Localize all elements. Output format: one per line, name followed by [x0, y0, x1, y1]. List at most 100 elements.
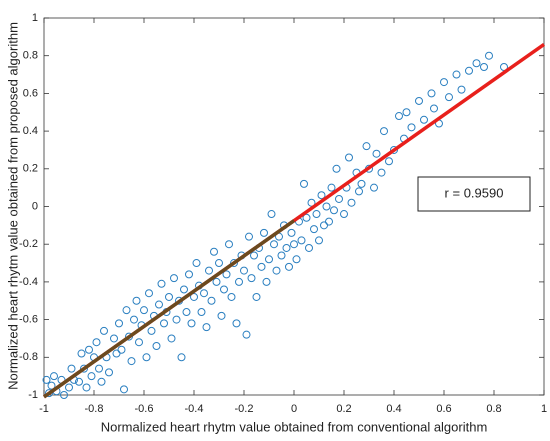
point — [385, 157, 393, 166]
y-tick-label: 0.2 — [23, 163, 38, 175]
point — [362, 142, 371, 151]
y-tick-label: 0.4 — [23, 125, 38, 137]
point — [82, 383, 91, 392]
point — [140, 306, 148, 315]
point — [257, 262, 266, 271]
point — [282, 243, 291, 252]
x-tick-label: 0.4 — [386, 403, 401, 415]
point — [120, 385, 128, 394]
point — [312, 210, 321, 219]
x-tick-label: -1 — [39, 403, 49, 415]
point — [50, 372, 58, 381]
x-tick-label: 0.8 — [486, 403, 501, 415]
point — [252, 292, 261, 301]
point — [112, 349, 121, 358]
point — [132, 296, 141, 305]
point — [235, 277, 243, 286]
point — [67, 364, 76, 373]
point — [345, 153, 353, 162]
x-tick-label: 0.2 — [336, 403, 351, 415]
point — [165, 292, 173, 301]
point — [332, 164, 341, 173]
fit-line — [42, 219, 296, 399]
x-tick-label: -0.6 — [135, 403, 154, 415]
x-tick-label: 0.6 — [436, 403, 451, 415]
point — [222, 270, 231, 279]
point — [262, 277, 271, 286]
point — [315, 236, 323, 245]
point — [320, 221, 328, 230]
point — [305, 243, 313, 252]
x-tick-label: 0 — [291, 403, 297, 415]
point — [45, 389, 53, 398]
y-tick-label: 0.6 — [23, 87, 38, 99]
point — [145, 289, 153, 298]
point — [480, 63, 488, 72]
point — [317, 191, 326, 200]
x-axis-title: Normalized heart rhytm value obtained fr… — [101, 419, 488, 434]
point — [300, 179, 308, 188]
x-tick-label: -0.8 — [85, 403, 104, 415]
point — [270, 240, 278, 249]
point — [187, 319, 196, 328]
point — [142, 353, 151, 362]
point — [212, 277, 221, 286]
point — [230, 259, 238, 268]
point — [95, 364, 103, 373]
point — [217, 311, 226, 320]
point — [167, 334, 176, 343]
point — [395, 112, 403, 121]
point — [247, 274, 256, 283]
point — [47, 381, 56, 390]
point — [427, 89, 436, 98]
point — [465, 66, 473, 75]
point — [420, 115, 428, 124]
point — [225, 240, 233, 249]
point — [80, 364, 88, 373]
point — [127, 357, 136, 366]
point — [192, 259, 201, 268]
point — [200, 289, 208, 298]
point — [245, 232, 253, 241]
point — [205, 266, 213, 275]
point — [390, 145, 398, 154]
y-tick-label: -0.6 — [19, 314, 38, 326]
point — [85, 345, 93, 354]
y-tick-label: 0 — [32, 200, 38, 212]
x-tick-label: -0.2 — [235, 403, 254, 415]
point — [325, 217, 333, 226]
point — [267, 210, 276, 219]
point — [170, 274, 178, 283]
x-tick-label: 1 — [541, 403, 547, 415]
point — [180, 285, 188, 294]
x-tick-label: -0.4 — [185, 403, 204, 415]
point — [147, 326, 156, 335]
point — [115, 319, 123, 328]
point — [372, 149, 381, 158]
point — [97, 377, 106, 386]
point — [202, 323, 211, 332]
point — [232, 319, 241, 328]
point — [285, 262, 293, 271]
point — [440, 78, 448, 87]
point — [347, 198, 356, 207]
point — [152, 341, 161, 350]
point — [357, 179, 366, 188]
y-tick-label: -0.4 — [19, 276, 38, 288]
point — [155, 300, 163, 309]
point — [340, 210, 348, 219]
point — [92, 338, 101, 347]
point — [430, 104, 438, 113]
point — [260, 228, 268, 237]
point — [297, 236, 306, 245]
point — [75, 377, 83, 386]
point — [207, 296, 216, 305]
point — [240, 266, 248, 275]
annotation-box — [417, 176, 531, 212]
point — [210, 247, 218, 256]
point — [177, 353, 186, 362]
point — [122, 306, 131, 315]
point — [445, 93, 453, 102]
point — [182, 308, 191, 317]
point — [380, 127, 388, 136]
